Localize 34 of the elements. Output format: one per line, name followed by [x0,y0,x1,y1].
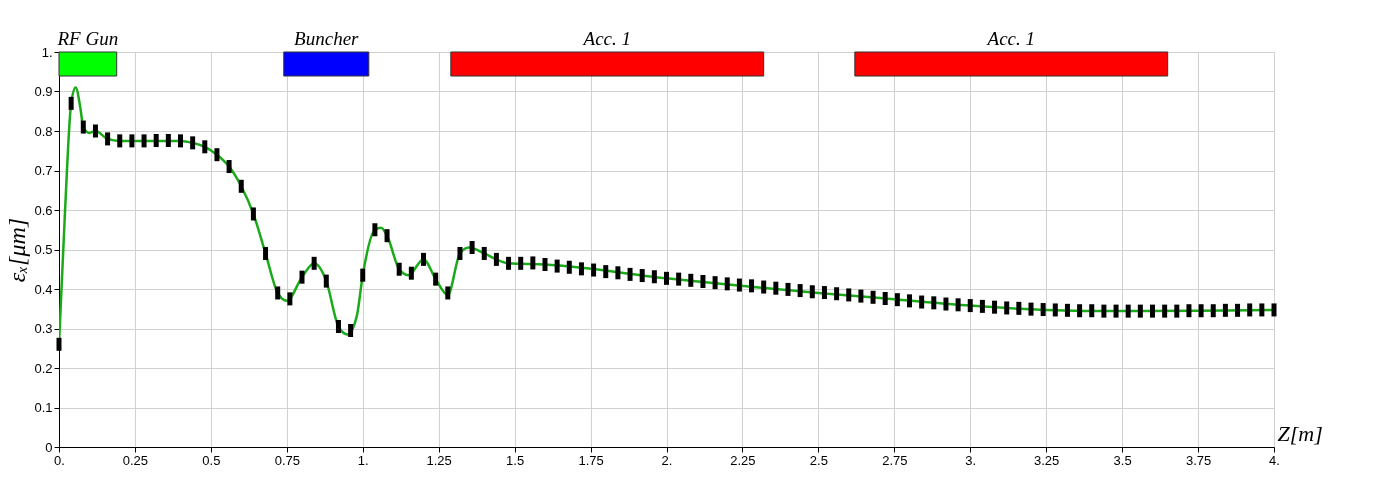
x-tick-label: 0.75 [274,452,300,468]
y-tick-label: 0.2 [34,360,53,376]
x-axis-title: Z[m] [1277,420,1323,446]
band-label: Buncher [294,28,360,49]
x-tick-label: 1.5 [506,452,525,468]
x-tick-label: 1.25 [426,452,452,468]
x-tick-label: 2.25 [730,452,756,468]
y-tick-label: 0 [45,439,53,455]
x-tick-label: 0.5 [202,452,221,468]
x-tick-label: 1.75 [578,452,604,468]
x-tick-label: 3. [965,452,977,468]
y-tick-label: 0.3 [34,321,53,336]
x-tick-label: 1. [357,452,369,468]
y-tick-label: 0.5 [34,242,53,257]
band-label: Acc. 1 [581,28,632,49]
x-tick-label: 2. [661,452,673,468]
x-tick-label: 3.75 [1185,452,1212,468]
y-tick-label: 0.1 [34,400,53,415]
y-tick-label: 0.6 [34,202,53,218]
x-tick-label: 2.5 [809,452,828,468]
y-axis-title: εₓ[μm] [4,217,31,283]
y-tick-label: 1. [41,44,53,60]
band-label: Acc. 1 [985,28,1035,49]
x-tick-label: 4. [1269,452,1280,468]
y-tick-label: 0.9 [34,84,53,99]
x-tick-label: 2.75 [882,452,908,468]
band-label: RF Gun [56,28,119,49]
y-tick-label: 0.4 [34,281,53,297]
x-tick-label: 0.25 [122,452,149,468]
y-tick-label: 0.7 [34,163,53,178]
y-tick-label: 0.8 [34,123,53,139]
x-tick-label: 3.25 [1034,452,1060,468]
x-tick-label: 0. [54,452,65,468]
x-tick-label: 3.5 [1113,452,1132,468]
